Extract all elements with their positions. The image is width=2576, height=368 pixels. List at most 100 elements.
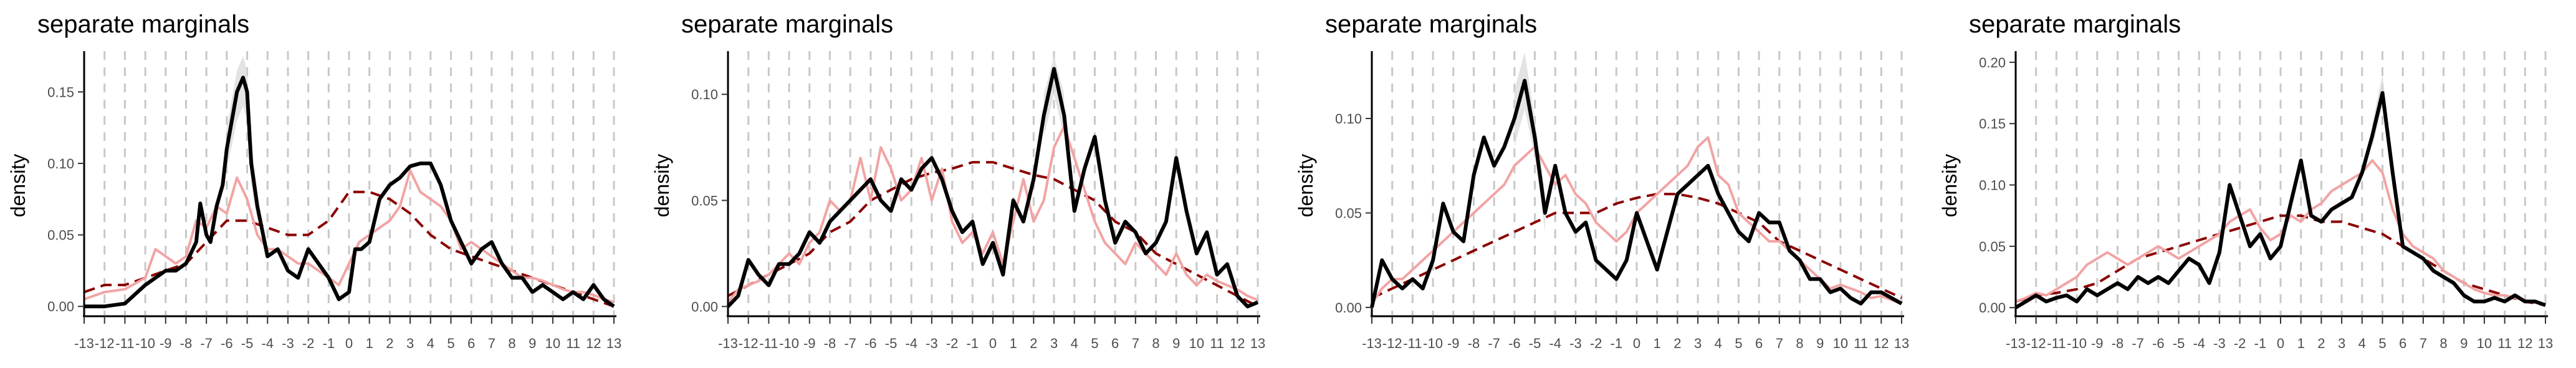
x-tick-label: 10 (545, 336, 560, 351)
y-tick-label: 0.00 (691, 299, 718, 314)
x-tick-label: 7 (1776, 336, 1783, 351)
x-tick-label: 7 (488, 336, 496, 351)
x-tick-label: -5 (885, 336, 898, 351)
y-tick-label: 0.05 (691, 193, 718, 208)
x-tick-label: -2 (1590, 336, 1602, 351)
x-tick-label: 1 (1654, 336, 1661, 351)
x-tick-label: 2 (386, 336, 393, 351)
panel-4: separate marginals density 0.00 0.05 0.10 0.1… (1932, 0, 2575, 368)
y-tick-label: 0.05 (1335, 205, 1362, 221)
x-tick-label: -11 (1403, 336, 1422, 351)
x-tick-label: -6 (221, 336, 233, 351)
reference-lines (2014, 51, 2547, 315)
x-tick-label: 11 (2497, 336, 2512, 351)
x-tick-label: -3 (282, 336, 294, 351)
x-tick-label: 2 (1030, 336, 1037, 351)
y-tick-label: 0.10 (1979, 178, 2006, 193)
x-tick-label: -3 (926, 336, 938, 351)
x-tick-label: -8 (1468, 336, 1480, 351)
x-tick-label: 12 (586, 336, 601, 351)
x-tick-label: 9 (529, 336, 536, 351)
reference-lines (83, 51, 615, 315)
series-line-pink (727, 125, 1258, 303)
x-tick-label: -10 (135, 336, 155, 351)
x-tick-label: -8 (2112, 336, 2124, 351)
x-tick-label: 13 (1894, 336, 1909, 351)
y-tick-label: 0.00 (1335, 300, 1362, 316)
x-tick-label: 9 (1172, 336, 1180, 351)
y-tick-label: 0.05 (47, 228, 74, 243)
chart-title: separate marginals (37, 11, 249, 38)
series-line-black (84, 75, 615, 309)
x-tick-label: -6 (1508, 336, 1521, 351)
x-tick-label: -4 (905, 336, 917, 351)
x-tick-label: 3 (406, 336, 414, 351)
x-tick-label: -2 (946, 336, 959, 351)
series-line-black (2014, 91, 2547, 309)
x-tick-label: -4 (2193, 336, 2205, 351)
x-tick-label: -7 (2132, 336, 2144, 351)
y-tick-label: 0.10 (1335, 111, 1362, 127)
x-tick-label: 4 (1071, 336, 1078, 351)
y-tick-label: 0.05 (1979, 239, 2006, 254)
y-tick-label: 0.15 (47, 84, 74, 100)
plot-3: separate marginals density 0.00 0.05 0.10 -13… (1295, 11, 1909, 351)
confidence-band (2372, 74, 2393, 185)
x-tick-label: -11 (2047, 336, 2066, 351)
x-tick-label: -5 (241, 336, 254, 351)
y-tick-label: 0.10 (47, 156, 74, 172)
x-tick-label: -7 (1488, 336, 1500, 351)
x-tick-label: 13 (606, 336, 621, 351)
x-tick-label: -12 (739, 336, 759, 351)
x-tick-label: -4 (1549, 336, 1561, 351)
y-tick-label: 0.00 (47, 299, 74, 314)
x-tick-label: -13 (74, 336, 94, 351)
x-tick-label: -5 (2173, 336, 2185, 351)
x-tick-label: 8 (1152, 336, 1159, 351)
y-axis-label: density (651, 154, 673, 217)
chart-title: separate marginals (1325, 11, 1537, 38)
x-tick-label: 13 (2538, 336, 2553, 351)
x-tick-label: -12 (1382, 336, 1402, 351)
x-tick-label: -2 (302, 336, 315, 351)
x-tick-label: 4 (427, 336, 434, 351)
x-tick-label: -5 (1529, 336, 1541, 351)
x-tick-label: 11 (1854, 336, 1868, 351)
x-tick-label: -9 (160, 336, 172, 351)
x-tick-label: 3 (2338, 336, 2345, 351)
x-tick-label: -13 (718, 336, 738, 351)
x-tick-label: -13 (1362, 336, 1382, 351)
series-line-darkred-dashed (84, 190, 615, 308)
x-tick-label: -9 (803, 336, 816, 351)
plot-4: separate marginals density 0.00 0.05 0.10 0.1… (1938, 11, 2553, 351)
y-axis-label: density (7, 154, 29, 217)
x-tick-label: -12 (2026, 336, 2046, 351)
x-tick-label: 11 (566, 336, 580, 351)
x-tick-label: 5 (1735, 336, 1742, 351)
series-line-darkred-dashed (727, 161, 1258, 308)
series-line-black (726, 67, 1259, 309)
reference-lines (727, 51, 1259, 315)
x-tick-label: 4 (2358, 336, 2366, 351)
confidence-band (1514, 52, 1545, 232)
x-tick-label: 7 (2420, 336, 2427, 351)
x-tick-label: -10 (1423, 336, 1443, 351)
x-tick-label: -9 (1447, 336, 1460, 351)
x-tick-label: -1 (1611, 336, 1623, 351)
x-tick-label: -11 (759, 336, 778, 351)
x-tick-label: 2 (2317, 336, 2325, 351)
x-tick-label: -10 (779, 336, 799, 351)
x-tick-label: 13 (1250, 336, 1265, 351)
series-line-black (1370, 79, 1903, 308)
x-tick-label: 7 (1132, 336, 1139, 351)
x-tick-label: -7 (200, 336, 213, 351)
x-tick-label: 1 (2297, 336, 2305, 351)
y-axis-label: density (1295, 154, 1317, 217)
x-tick-label: 12 (2517, 336, 2532, 351)
reference-lines (1371, 51, 1903, 315)
x-tick-label: -7 (844, 336, 856, 351)
x-tick-label: -1 (967, 336, 979, 351)
x-tick-label: 6 (1755, 336, 1763, 351)
confidence-band (1043, 56, 1065, 137)
